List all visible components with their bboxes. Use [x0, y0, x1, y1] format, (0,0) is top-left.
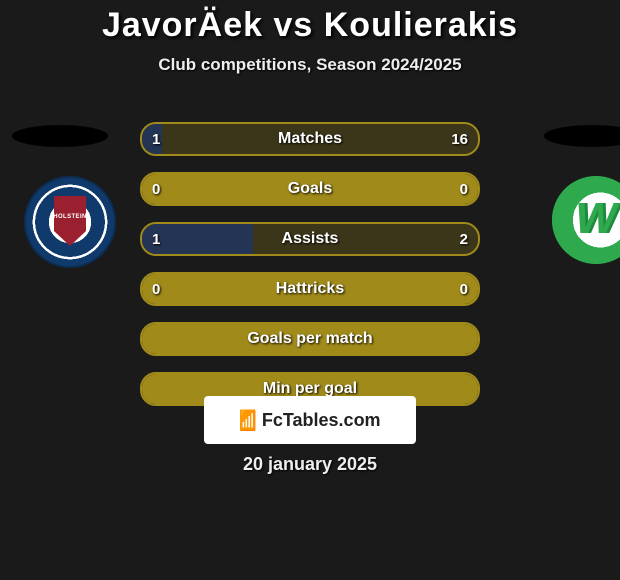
shadow-left — [12, 125, 108, 147]
comparison-infographic: JavorÄek vs Koulierakis Club competition… — [0, 0, 620, 580]
stat-bar-hattricks: Hattricks0 0 — [140, 272, 480, 306]
snapshot-date: 20 january 2025 — [0, 454, 620, 475]
bar-label: Goals — [142, 174, 478, 204]
team-badge-right: W — [552, 176, 620, 264]
bar-value-left: 1 — [152, 124, 160, 154]
comparison-bars: Matches116Goals00Assists12Hattricks00Goa… — [140, 122, 480, 422]
badge-right-letter: W — [552, 194, 620, 244]
bar-label: Assists — [142, 224, 478, 254]
team-badge-left: HOLSTEIN — [24, 176, 116, 268]
bar-label: Goals per match — [142, 324, 478, 354]
bar-value-left: 0 — [152, 174, 160, 204]
brand-chart-icon: 📶 — [239, 410, 255, 430]
bar-value-right: 0 — [460, 274, 468, 304]
page-subtitle: Club competitions, Season 2024/2025 — [0, 55, 620, 75]
badge-left-shield — [54, 196, 86, 246]
bar-value-right: 2 — [460, 224, 468, 254]
bar-label: Matches — [142, 124, 478, 154]
stat-bar-matches: Matches1 16 — [140, 122, 480, 156]
shadow-right — [544, 125, 620, 147]
bar-value-left: 1 — [152, 224, 160, 254]
footer-brand-chip: 📶 FcTables.com — [204, 396, 416, 444]
stat-bar-goals: Goals0 0 — [140, 172, 480, 206]
page-title: JavorÄek vs Koulierakis — [0, 0, 620, 45]
brand-text: FcTables.com — [262, 410, 381, 431]
bar-value-left: 0 — [152, 274, 160, 304]
bar-label: Hattricks — [142, 274, 478, 304]
stat-bar-assists: Assists1 2 — [140, 222, 480, 256]
bar-value-right: 0 — [460, 174, 468, 204]
bar-value-right: 16 — [451, 124, 468, 154]
stat-bar-goals-per-match: Goals per match — [140, 322, 480, 356]
badge-left-text: HOLSTEIN — [26, 214, 114, 220]
